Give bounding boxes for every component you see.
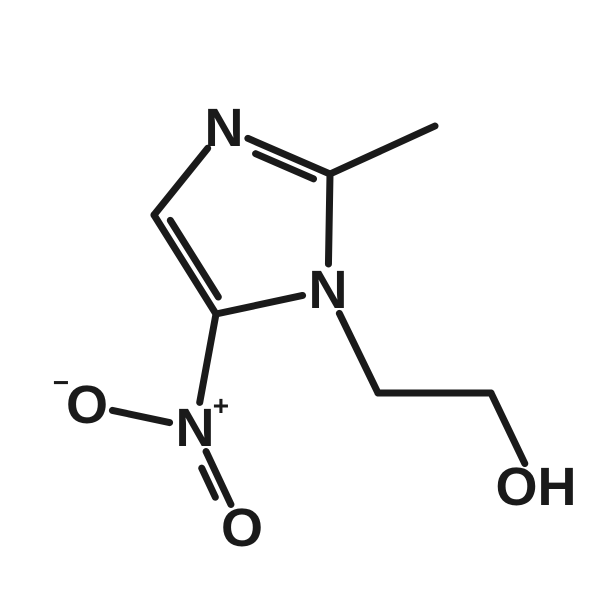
svg-text:OH: OH bbox=[495, 457, 576, 517]
bond bbox=[112, 410, 169, 422]
bond bbox=[330, 126, 435, 174]
bond bbox=[154, 215, 218, 314]
bond bbox=[339, 313, 378, 393]
svg-text:+: + bbox=[213, 390, 229, 421]
svg-text:N: N bbox=[205, 98, 244, 158]
bond bbox=[328, 174, 330, 264]
atom-label-O12: O bbox=[221, 498, 263, 558]
svg-text:N: N bbox=[309, 260, 348, 320]
svg-text:−: − bbox=[53, 367, 69, 398]
atom-label-N1: N bbox=[309, 260, 348, 320]
bond bbox=[154, 148, 208, 215]
bond bbox=[216, 295, 303, 314]
bond bbox=[248, 138, 330, 178]
atom-label-O11: O− bbox=[53, 367, 108, 435]
bond bbox=[202, 452, 231, 505]
atom-label-O9: OH bbox=[495, 457, 576, 517]
atom-label-N3: N bbox=[205, 98, 244, 158]
svg-text:O: O bbox=[221, 498, 263, 558]
svg-text:N: N bbox=[176, 398, 215, 458]
svg-text:O: O bbox=[66, 375, 108, 435]
bond bbox=[491, 393, 525, 464]
atom-label-N10: N+ bbox=[176, 390, 230, 458]
